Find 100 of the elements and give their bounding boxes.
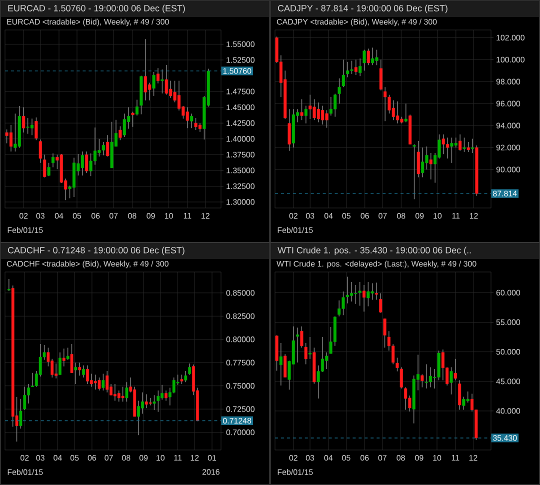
candlestick bbox=[412, 144, 416, 200]
candlestick bbox=[98, 377, 101, 391]
candlestick bbox=[118, 126, 122, 140]
candlestick bbox=[152, 394, 156, 410]
candlestick bbox=[325, 352, 328, 370]
candlestick bbox=[354, 59, 358, 76]
candlestick bbox=[450, 137, 454, 164]
candlestick bbox=[362, 284, 366, 312]
candlestick bbox=[7, 278, 10, 292]
candlestick bbox=[117, 390, 120, 402]
candlestick bbox=[131, 111, 134, 128]
candlestick bbox=[342, 291, 345, 316]
candlestick bbox=[102, 373, 105, 391]
candlestick bbox=[404, 103, 408, 123]
candlestick bbox=[366, 48, 370, 66]
candlestick bbox=[420, 374, 424, 388]
candlestick bbox=[346, 276, 349, 304]
candlestick bbox=[288, 108, 291, 152]
candlestick bbox=[125, 382, 128, 402]
candlestick bbox=[424, 364, 428, 389]
candlestick bbox=[429, 152, 432, 180]
candlestick bbox=[78, 362, 82, 376]
chart-title: EURCAD - 1.50760 - 19:00:00 06 Dec (EST) bbox=[8, 4, 185, 14]
candlestick bbox=[462, 396, 466, 410]
candlestick bbox=[156, 390, 160, 412]
candlestick bbox=[308, 94, 312, 120]
candlestick bbox=[58, 352, 62, 376]
candlestick bbox=[54, 363, 58, 379]
candlestick bbox=[371, 47, 374, 66]
candlestick bbox=[462, 137, 466, 152]
candlestick bbox=[14, 113, 17, 152]
candlestick bbox=[86, 365, 89, 384]
candlestick bbox=[350, 60, 354, 74]
candlestick bbox=[156, 68, 160, 84]
candlestick bbox=[458, 134, 462, 152]
candlestick bbox=[160, 384, 164, 400]
candlestick bbox=[458, 380, 462, 410]
candlestick bbox=[379, 292, 382, 314]
candlestick bbox=[416, 140, 420, 178]
candlestick bbox=[141, 392, 144, 414]
candlestick bbox=[94, 374, 97, 390]
candlestick bbox=[190, 113, 194, 128]
candlestick bbox=[38, 139, 42, 164]
chart-title: WTI Crude 1. pos. - 35.430 - 19:00:00 06 Dec (.. bbox=[278, 246, 471, 256]
candlestick bbox=[370, 282, 374, 300]
candlestick bbox=[358, 282, 362, 306]
candlestick bbox=[471, 138, 474, 154]
candlestick bbox=[284, 354, 287, 378]
candlestick bbox=[384, 86, 387, 122]
candlestick bbox=[454, 137, 458, 148]
candlestick bbox=[47, 162, 50, 176]
candlestick bbox=[74, 362, 78, 384]
candlestick bbox=[374, 282, 378, 300]
candlestick bbox=[338, 300, 341, 317]
candlestick bbox=[425, 146, 428, 170]
candlestick bbox=[80, 151, 84, 176]
candlestick bbox=[51, 153, 55, 168]
candlestick bbox=[279, 342, 282, 386]
candlestick bbox=[194, 118, 198, 130]
candlestick bbox=[70, 344, 74, 374]
candlestick bbox=[338, 78, 341, 104]
candlestick bbox=[180, 374, 184, 384]
candlestick bbox=[304, 342, 308, 365]
chart-title: CADJPY - 87.814 - 19:00:00 06 Dec (EST) bbox=[278, 4, 448, 14]
candlestick bbox=[388, 94, 391, 114]
candlestick bbox=[300, 98, 304, 120]
candlestick bbox=[22, 106, 26, 133]
candlestick bbox=[450, 366, 453, 395]
candlestick bbox=[321, 105, 324, 125]
candlestick bbox=[90, 373, 93, 388]
candlestick bbox=[102, 142, 105, 156]
candlestick bbox=[135, 99, 139, 116]
candlestick bbox=[379, 59, 382, 91]
candlestick bbox=[354, 284, 358, 304]
candlestick bbox=[160, 69, 164, 94]
candlestick bbox=[114, 384, 116, 402]
candlestick bbox=[188, 363, 192, 376]
candlestick bbox=[43, 154, 46, 178]
candlestick bbox=[366, 282, 370, 307]
candlestick bbox=[89, 153, 92, 176]
candlestick bbox=[106, 370, 109, 393]
candlestick bbox=[184, 370, 188, 382]
candlestick bbox=[82, 365, 85, 378]
candlestick bbox=[62, 348, 66, 367]
candlestick bbox=[19, 398, 22, 429]
candlestick bbox=[31, 372, 34, 388]
candlestick bbox=[308, 336, 312, 360]
candlestick bbox=[300, 326, 304, 348]
candlestick bbox=[5, 129, 8, 144]
candlestick bbox=[106, 134, 110, 157]
candlestick bbox=[346, 62, 350, 78]
candlestick bbox=[342, 59, 345, 88]
candlestick bbox=[466, 142, 470, 152]
candlestick bbox=[312, 98, 316, 120]
candlestick bbox=[121, 386, 124, 402]
candlestick bbox=[296, 327, 300, 363]
candlestick bbox=[152, 72, 156, 96]
candlestick bbox=[421, 147, 424, 178]
candlestick bbox=[30, 118, 34, 136]
candlestick bbox=[325, 110, 328, 128]
